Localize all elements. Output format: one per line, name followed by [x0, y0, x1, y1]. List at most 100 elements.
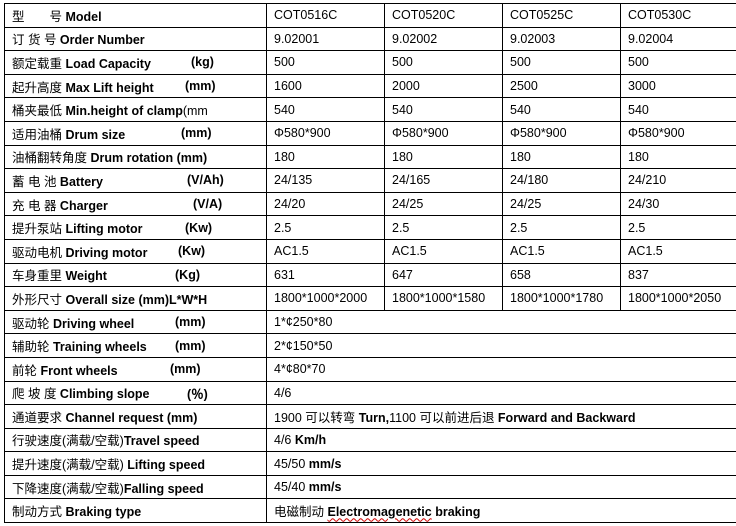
spec-value: 9.02002: [384, 26, 503, 52]
value-bold-text: Forward and Backward: [497, 410, 636, 425]
spec-value: 180: [620, 144, 736, 170]
spec-value: 540: [384, 97, 503, 122]
spec-label: 行驶速度(满载/空载)Travel speed: [4, 427, 267, 453]
spec-value: 2.5: [384, 215, 503, 240]
spec-label: 充 电 器 Charger (V/A): [4, 191, 267, 217]
label-english: Lifting motor: [65, 222, 143, 237]
spec-label: 驱动轮 Driving wheel (mm): [4, 309, 267, 335]
label-english: Climbing slope: [59, 387, 150, 402]
label-chinese: 订 货 号: [12, 33, 60, 48]
label-chinese: 充 电 器: [12, 198, 60, 213]
table-row: 爬 坡 度 Climbing slope (％) 4/6: [4, 380, 736, 406]
label-english: Order Number: [59, 33, 145, 48]
spec-value: AC1.5: [502, 238, 621, 264]
value-text: 45/40: [274, 480, 309, 495]
label-chinese: 车身重里: [12, 269, 66, 284]
table-row: 通道要求 Channel request (mm) 1900 可以转弯 Turn,…: [4, 404, 736, 429]
label-chinese: 辅助轮: [12, 340, 53, 355]
spec-label: 驱动电机 Driving motor (Kw): [4, 238, 267, 264]
label-chinese: 制动方式: [12, 505, 66, 520]
spec-value: 2.5: [502, 215, 621, 240]
spec-label: 额定载重 Load Capacity (kg): [4, 50, 267, 75]
spec-value: Φ580*900: [384, 120, 503, 146]
value-bold-text: Turn,: [358, 410, 390, 425]
table-row: 型 号 Model COT0516C COT0520C COT0525C COT0530…: [4, 3, 736, 28]
spec-table: 型 号 Model COT0516C COT0520C COT0525C COT0530…: [4, 3, 736, 524]
value-text: 4/6: [274, 385, 292, 400]
spec-label: 辅助轮 Training wheels (mm): [4, 333, 267, 358]
spec-value: COT0520C: [384, 3, 503, 28]
spec-value: AC1.5: [620, 238, 736, 264]
value-text: 电磁制动: [274, 505, 328, 520]
spec-value: AC1.5: [266, 238, 385, 264]
spec-value: 电磁制动 Electromagenetic braking: [266, 498, 736, 524]
spec-value: 837: [620, 262, 736, 288]
spec-label: 型 号 Model: [4, 3, 267, 28]
value-text: 45/50: [274, 456, 309, 471]
table-row: 蓄 电 池 Battery (V/Ah) 24/135 24/165 24/180 24/…: [4, 168, 736, 193]
spec-value: 500: [266, 50, 385, 75]
spec-label: 制动方式 Braking type: [4, 498, 267, 524]
table-row: 前轮 Front wheels (mm) 4*¢80*70: [4, 356, 736, 382]
spec-label: 起升高度 Max Lift height (mm): [4, 73, 267, 99]
table-row: 充 电 器 Charger (V/A) 24/20 24/25 24/25 24/30: [4, 191, 736, 217]
spec-value: 2*¢150*50: [266, 333, 736, 358]
table-row: 外形尺寸 Overall size (mm)L*W*H 1800*1000*200…: [4, 286, 736, 311]
label-unit: (V/A): [193, 197, 223, 212]
label-english: Falling speed: [123, 481, 204, 496]
spec-value: 180: [384, 144, 503, 170]
table-row: 驱动电机 Driving motor (Kw) AC1.5 AC1.5 AC1.5 AC1…: [4, 238, 736, 264]
spec-value: 4*¢80*70: [266, 356, 736, 382]
value-bold-text: mm/s: [308, 456, 342, 471]
value-text: 1900 可以转弯: [274, 410, 359, 425]
spec-value: 45/40 mm/s: [266, 474, 736, 500]
spec-label: 车身重里 Weight (Kg): [4, 262, 267, 288]
table-row: 行驶速度(满载/空载)Travel speed 4/6 Km/h: [4, 427, 736, 453]
spec-value: 500: [502, 50, 621, 75]
spec-value: 631: [266, 262, 385, 288]
label-chinese: 提升泵站: [12, 222, 66, 237]
label-unit: (Kw): [185, 220, 213, 235]
spec-value: 1600: [266, 73, 385, 99]
label-english: Weight: [65, 269, 107, 284]
value-text: 2*¢150*50: [274, 338, 333, 353]
spec-value: 658: [502, 262, 621, 288]
label-english: Training wheels: [52, 340, 147, 355]
spec-value: 24/25: [502, 191, 621, 217]
spec-value: 24/165: [384, 168, 503, 193]
label-chinese: 额定载重: [12, 56, 66, 71]
spec-value: Φ580*900: [620, 120, 736, 146]
spec-label: 订 货 号 Order Number: [4, 26, 267, 52]
label-unit: (mm): [181, 126, 212, 141]
label-chinese: 下降速度(满载/空载): [12, 481, 124, 496]
table-row: 辅助轮 Training wheels (mm) 2*¢150*50: [4, 333, 736, 358]
table-row: 油桶翻转角度 Drum rotation (mm) 180 180 180 180: [4, 144, 736, 170]
spec-value: 1900 可以转弯 Turn,1100 可以前进后退 Forward and B…: [266, 404, 736, 429]
label-unit: (Kg): [175, 267, 200, 282]
label-english: Max Lift height: [65, 80, 154, 95]
spec-label: 蓄 电 池 Battery (V/Ah): [4, 168, 267, 193]
label-english: Front wheels: [40, 363, 118, 378]
spec-value: 180: [502, 144, 621, 170]
label-chinese: 提升速度(满载/空载): [12, 458, 128, 473]
label-english: Min.height of clamp: [65, 104, 183, 119]
label-english: Lifting speed: [127, 458, 206, 473]
label-unit: (mm): [185, 79, 216, 94]
label-chinese: 外形尺寸: [12, 292, 66, 307]
spec-value: 2.5: [266, 215, 385, 240]
spec-label: 通道要求 Channel request (mm): [4, 404, 267, 429]
spec-value: 2500: [502, 73, 621, 99]
label-chinese: 适用油桶: [12, 127, 66, 142]
label-english: Drum size: [65, 127, 126, 142]
spec-value: 1*¢250*80: [266, 309, 736, 335]
value-text: 1100 可以前进后退: [389, 410, 498, 425]
value-bold-text: Electromagenetic: [327, 505, 432, 520]
label-english: Battery: [59, 174, 103, 189]
spec-value: 9.02003: [502, 26, 621, 52]
label-english: Driving motor: [65, 245, 148, 260]
spec-value: 24/135: [266, 168, 385, 193]
spec-value: Φ580*900: [266, 120, 385, 146]
label-english: Travel speed: [123, 434, 200, 449]
spec-label: 外形尺寸 Overall size (mm)L*W*H: [4, 286, 267, 311]
table-row: 起升高度 Max Lift height (mm) 1600 2000 2500 3000: [4, 73, 736, 99]
